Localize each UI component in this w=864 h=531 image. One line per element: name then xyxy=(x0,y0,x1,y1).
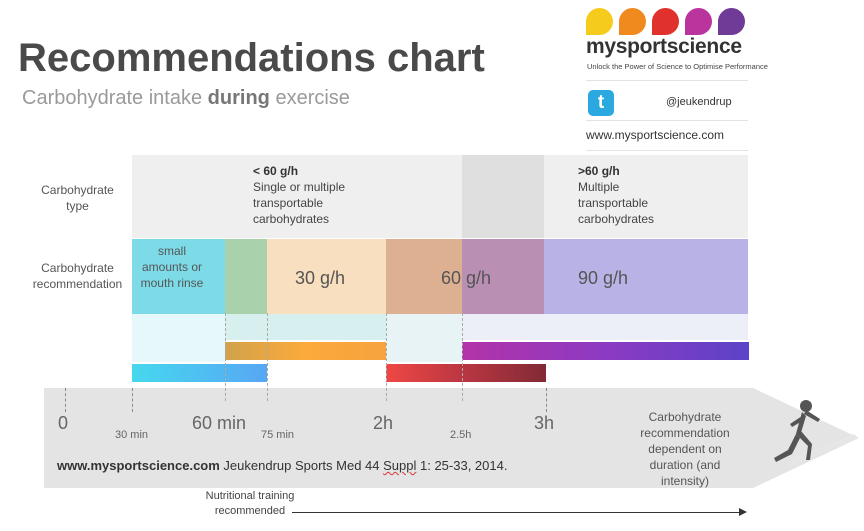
brand-name: mysportscience xyxy=(586,35,742,58)
guide-60min xyxy=(225,313,226,401)
row-label-recommendation: Carbohydrate recommendation xyxy=(32,261,123,291)
type-area-high xyxy=(544,155,748,238)
rec-30-label: 30 g/h xyxy=(295,268,346,288)
brand-website[interactable]: www.mysportscience.com xyxy=(586,128,725,142)
brand-dot xyxy=(718,8,745,35)
rec-block-transition xyxy=(225,239,267,314)
bar-cyan-blue xyxy=(132,364,267,382)
page-title: Recommendations chart xyxy=(18,36,485,80)
page-subtitle: Carbohydrate intake during exercise xyxy=(22,87,350,110)
type-high-text: Multiple transportable carbohydrates xyxy=(578,180,655,226)
citation-pre: Jeukendrup Sports Med 44 xyxy=(219,458,384,473)
twitter-handle[interactable]: @jeukendrup xyxy=(666,96,732,108)
brand-dot xyxy=(685,8,712,35)
type-area-low xyxy=(132,155,462,238)
type-high-block: >60 g/h Multiple transportable carbohydr… xyxy=(578,163,688,227)
type-low-heading: < 60 g/h xyxy=(253,164,299,178)
rec-90-label: 90 g/h xyxy=(578,268,629,288)
runner-icon xyxy=(774,400,858,468)
brand-dot xyxy=(586,8,613,35)
divider xyxy=(586,80,748,81)
brand-dot xyxy=(619,8,646,35)
guide-2h xyxy=(386,313,387,401)
pale-strip-cyan xyxy=(132,314,225,362)
type-high-heading: >60 g/h xyxy=(578,164,620,178)
tick-label-3h: 3h xyxy=(534,413,555,433)
rec-block-60-90 xyxy=(462,239,544,314)
guide-2-5h xyxy=(462,313,463,401)
rec-block-60 xyxy=(386,239,462,314)
tick-label-0: 0 xyxy=(58,413,69,433)
subtitle-post: exercise xyxy=(269,87,350,109)
row-label-type: Carbohydrate type xyxy=(41,183,114,213)
tick-label-30min: 30 min xyxy=(115,429,149,441)
bar-red xyxy=(386,364,546,382)
type-area-overlap xyxy=(462,155,544,238)
pale-strip-lilac xyxy=(462,314,748,340)
nutritional-training-label: Nutritional training recommended xyxy=(205,490,295,517)
type-low-block: < 60 g/h Single or multiple transportabl… xyxy=(253,163,383,227)
bar-purple xyxy=(462,342,749,360)
type-low-text: Single or multiple transportable carbohy… xyxy=(253,180,346,226)
tick-0 xyxy=(65,388,66,412)
rec-small-label: small amounts or mouth rinse xyxy=(140,244,204,290)
divider xyxy=(586,120,748,121)
pale-strip-mid xyxy=(386,314,462,362)
tick-label-60min: 60 min xyxy=(192,413,247,433)
tick-3h xyxy=(546,388,547,412)
rec-block-30 xyxy=(267,239,386,314)
brand-dot xyxy=(652,8,679,35)
tick-label-75min: 75 min xyxy=(261,429,295,441)
twitter-icon[interactable]: t xyxy=(588,90,614,116)
bar-orange xyxy=(225,342,386,360)
citation-post: 1: 25-33, 2014. xyxy=(416,458,508,473)
tick-label-2h: 2h xyxy=(373,413,394,433)
rec-block-small xyxy=(132,239,225,314)
tick-30min xyxy=(132,388,133,412)
rec-block-90 xyxy=(544,239,748,314)
citation-suppl: Suppl xyxy=(383,458,417,473)
brand-tagline: Unlock the Power of Science to Optimise … xyxy=(587,62,768,71)
subtitle-pre: Carbohydrate intake xyxy=(22,87,208,109)
divider xyxy=(586,150,748,151)
duration-note: Carbohydrate recommendation dependent on… xyxy=(640,410,730,488)
citation: www.mysportscience.com Jeukendrup Sports… xyxy=(57,458,507,473)
citation-site[interactable]: www.mysportscience.com xyxy=(57,458,220,473)
pale-strip-teal xyxy=(225,314,386,340)
tick-label-2-5h: 2.5h xyxy=(450,429,472,441)
arrow-right-icon xyxy=(739,508,747,516)
subtitle-bold: during xyxy=(207,87,270,109)
guide-75min xyxy=(267,313,268,401)
rec-60-label: 60 g/h xyxy=(441,268,492,288)
nutritional-training-arrow-line xyxy=(292,512,740,513)
timeline-arrow xyxy=(44,388,859,488)
